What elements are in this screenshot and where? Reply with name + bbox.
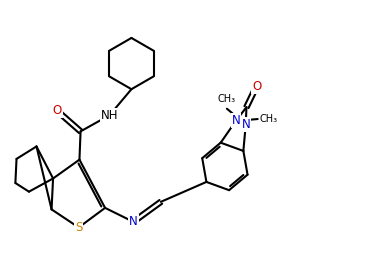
Text: N: N [241, 118, 250, 131]
Text: N: N [129, 215, 138, 228]
Text: O: O [252, 80, 261, 93]
Text: S: S [75, 221, 83, 234]
Text: NH: NH [101, 109, 118, 122]
Text: CH₃: CH₃ [217, 94, 235, 104]
Text: O: O [53, 104, 62, 117]
Text: CH₃: CH₃ [260, 114, 278, 124]
Text: N: N [231, 114, 240, 127]
